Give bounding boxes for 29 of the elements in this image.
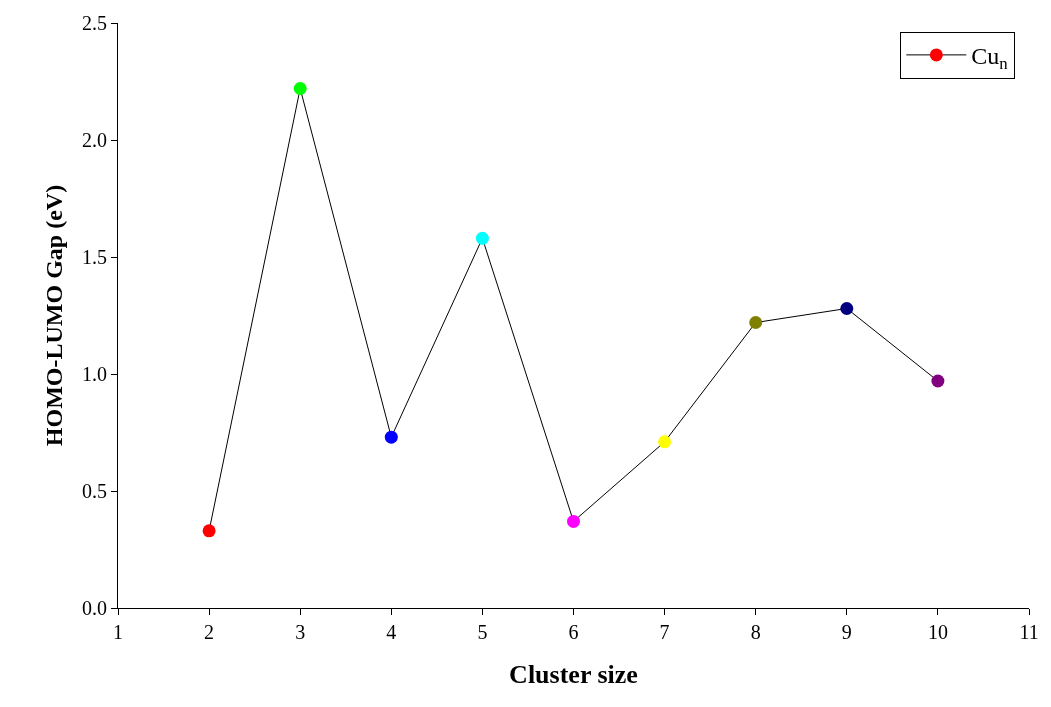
x-tick-label: 7 [659, 621, 670, 643]
point [658, 435, 672, 449]
y-tick-label: 2.5 [82, 12, 107, 34]
y-tick-label: 1.0 [82, 363, 107, 385]
point [202, 524, 216, 538]
y-tick-label: 1.5 [82, 246, 107, 268]
legend-label: Cu$_{n}$ [971, 43, 1009, 74]
x-tick-label: 4 [386, 621, 397, 643]
y-tick-label: 2.0 [82, 129, 107, 151]
y-axis-title: HOMO-LUMO Gap (eV) [41, 184, 68, 447]
point [567, 514, 580, 528]
x-axis-title: Cluster size [509, 659, 638, 689]
x-tick-label: 8 [750, 621, 761, 643]
y-tick-label: 0.0 [82, 597, 107, 619]
point [840, 301, 854, 315]
x-tick-label: 6 [568, 621, 579, 643]
point [749, 316, 763, 330]
x-tick-label: 3 [295, 621, 306, 643]
point [384, 430, 398, 444]
point [931, 374, 945, 388]
point [475, 231, 489, 245]
point [293, 82, 307, 96]
y-tick-label: 0.5 [82, 480, 107, 502]
x-tick-label: 2 [204, 621, 215, 643]
x-tick-label: 10 [927, 621, 948, 643]
x-tick-label: 9 [841, 621, 852, 643]
x-tick-label: 5 [477, 621, 488, 643]
x-tick-label: 1 [113, 621, 123, 643]
x-tick-label: 11 [1019, 621, 1039, 643]
